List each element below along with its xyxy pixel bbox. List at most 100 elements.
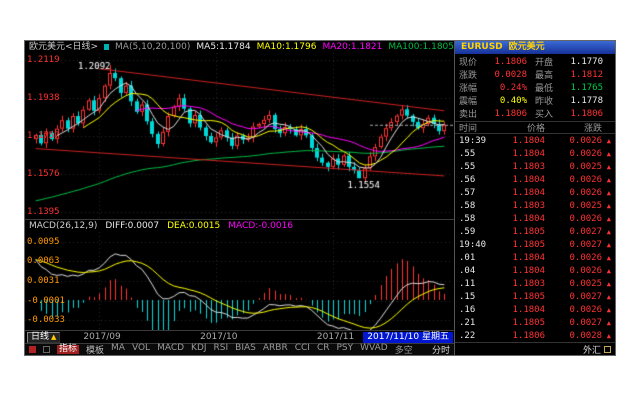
- sales-change: 0.0026: [569, 213, 602, 224]
- macd-axis-label: 0.0063: [27, 256, 60, 267]
- up-arrow-icon: ▲: [606, 201, 611, 210]
- toolbar-indicator-rsi[interactable]: RSI: [213, 343, 229, 353]
- grid-layout-icon[interactable]: [43, 346, 50, 353]
- price-axis-label: 1.1757: [27, 130, 60, 141]
- forex-trading-workstation: 欧元美元<日线> MA(5,10,20,100) MA5:1.1784 MA10…: [24, 40, 616, 356]
- time-sales-row: .56 1.1804 0.0026 ▲: [459, 173, 611, 186]
- tab-intraday[interactable]: 分时: [431, 346, 450, 356]
- sales-change: 0.0025: [569, 200, 602, 211]
- sales-price: 1.1804: [512, 187, 545, 198]
- toolbar-indicator-cr[interactable]: CR: [316, 343, 330, 353]
- up-arrow-icon: ▲: [606, 305, 611, 314]
- quote-value: 1.1770: [570, 56, 603, 67]
- chart-mode-icon[interactable]: [29, 346, 36, 353]
- quote-value: 1.1806: [494, 108, 527, 119]
- quote-row: 震幅 0.40% 昨收 1.1778: [459, 94, 611, 108]
- toolbar-indicator-cci[interactable]: CCI: [294, 343, 310, 353]
- sales-time: .22: [459, 330, 476, 341]
- x-axis-month-label: 2017/10: [200, 332, 238, 342]
- time-sales-list[interactable]: 19:39 1.1804 0.0026 ▲ .55 1.1804 0.0026 ▲ .55 1.1…: [455, 134, 615, 342]
- quote-row: 涨幅 0.24% 最低 1.1765: [459, 81, 611, 95]
- sales-price: 1.1804: [512, 213, 545, 224]
- toolbar-indicator-wvad[interactable]: WVAD: [360, 343, 388, 353]
- toolbar-indicator-vol[interactable]: VOL: [131, 343, 151, 353]
- macd-axis-label: -0.0033: [27, 315, 65, 326]
- quote-value: 0.0028: [494, 69, 527, 80]
- sales-time: .11: [459, 278, 476, 289]
- ma-group-label: MA(5,10,20,100): [115, 41, 191, 52]
- tab-forex[interactable]: 外汇: [582, 345, 601, 356]
- time-sales-row: 19:40 1.1805 0.0027 ▲: [459, 238, 611, 251]
- quote-summary-grid: 现价 1.1806 开盘 1.1770 涨跌 0.0028 最高 1.1812 涨幅 0.24% 最…: [455, 54, 615, 121]
- quote-cell: 买入 1.1806: [535, 107, 611, 121]
- sales-change: 0.0026: [569, 187, 602, 198]
- price-axis-label: 1.2119: [27, 54, 60, 65]
- candlestick-chart[interactable]: 1.2119 1.1938 1.1757 1.1576 1.1395: [25, 53, 454, 219]
- time-sales-row: 19:39 1.1804 0.0026 ▲: [459, 134, 611, 147]
- sales-change: 0.0026: [569, 265, 602, 276]
- toolbar-indicator-ma[interactable]: MA: [111, 343, 125, 353]
- toolbar-indicator-macd[interactable]: MACD: [157, 343, 185, 353]
- sales-time: .04: [459, 265, 476, 276]
- sales-change: 0.0027: [569, 239, 602, 250]
- toolbar-indicator-kdj[interactable]: KDJ: [191, 343, 207, 353]
- period-selector-button[interactable]: 日线 ▲: [27, 332, 61, 343]
- quote-label: 涨幅: [459, 84, 478, 94]
- quote-label: 最高: [535, 71, 554, 81]
- window-icon[interactable]: [604, 345, 611, 353]
- up-arrow-icon: ▲: [606, 266, 611, 275]
- quote-cell: 涨幅 0.24%: [459, 81, 535, 95]
- indicator-toolbar: 指标 模板 MA VOL MACD KDJ RSI BIAS ARBR CCI CR PSY WVA…: [25, 343, 454, 356]
- x-axis-row: 日线 ▲ 2017/09 2017/10 2017/11 2017/11/10 星期…: [25, 330, 454, 343]
- time-sales-row: .11 1.1803 0.0025 ▲: [459, 277, 611, 290]
- up-arrow-icon: ▲: [606, 136, 611, 145]
- sales-price: 1.1805: [512, 317, 545, 328]
- macd-hist-value: MACD:-0.0016: [228, 221, 294, 231]
- sales-time: 19:40: [459, 239, 487, 250]
- sales-change: 0.0027: [569, 317, 602, 328]
- quote-value: 1.1765: [570, 82, 603, 93]
- up-arrow-icon: ▲: [606, 149, 611, 158]
- sales-change: 0.0026: [569, 174, 602, 185]
- tab-indicator[interactable]: 指标: [57, 343, 80, 355]
- quote-label: 最低: [535, 84, 554, 94]
- toolbar-indicator-bias[interactable]: BIAS: [235, 343, 256, 353]
- time-sales-row: .01 1.1804 0.0026 ▲: [459, 251, 611, 264]
- sales-time: .01: [459, 252, 476, 263]
- macd-indicator-chart[interactable]: 0.0095 0.0063 0.0031 -0.0001 -0.0033: [25, 232, 454, 330]
- sales-price: 1.1804: [512, 252, 545, 263]
- tab-template[interactable]: 模板: [86, 346, 105, 356]
- quote-cell: 现价 1.1806: [459, 55, 535, 69]
- time-sales-header: 时间 价格 涨跌: [455, 121, 615, 134]
- quote-cell: 开盘 1.1770: [535, 55, 611, 69]
- toolbar-indicator-psy[interactable]: PSY: [336, 343, 354, 353]
- sales-time: .59: [459, 226, 476, 237]
- chart-title: 欧元美元<日线>: [29, 41, 99, 52]
- sales-change: 0.0028: [569, 330, 602, 341]
- time-sales-row: .58 1.1804 0.0026 ▲: [459, 212, 611, 225]
- toolbar-indicator-多空[interactable]: 多空: [394, 346, 413, 356]
- macd-legend: MACD(26,12,9) DIFF:0.0007 DEA:0.0015 MAC…: [25, 219, 454, 232]
- sales-change: 0.0025: [569, 161, 602, 172]
- indicator-list: MA VOL MACD KDJ RSI BIAS ARBR CCI CR PSY WVAD 多空: [111, 343, 413, 356]
- period-arrow-icon: ▲: [51, 333, 57, 341]
- toolbar-indicator-arbr[interactable]: ARBR: [262, 343, 288, 353]
- sales-time: .57: [459, 187, 476, 198]
- col-price: 价格: [526, 124, 545, 134]
- macd-axis-label: 0.0095: [27, 236, 60, 247]
- quote-value: 1.1778: [570, 95, 603, 106]
- col-time: 时间: [459, 124, 478, 134]
- sales-time: .15: [459, 291, 476, 302]
- sales-time: .21: [459, 317, 476, 328]
- time-sales-row: .57 1.1804 0.0026 ▲: [459, 186, 611, 199]
- quote-value: 0.40%: [499, 95, 527, 106]
- quote-value: 1.1812: [570, 69, 603, 80]
- time-sales-row: .58 1.1803 0.0025 ▲: [459, 199, 611, 212]
- main-chart-canvas[interactable]: [25, 53, 453, 219]
- up-arrow-icon: ▲: [606, 331, 611, 340]
- macd-chart-canvas[interactable]: [25, 232, 453, 330]
- macd-diff-value: DIFF:0.0007: [105, 221, 160, 231]
- up-arrow-icon: ▲: [606, 214, 611, 223]
- quote-row: 卖出 1.1806 买入 1.1806: [459, 107, 611, 121]
- sales-price: 1.1804: [512, 265, 545, 276]
